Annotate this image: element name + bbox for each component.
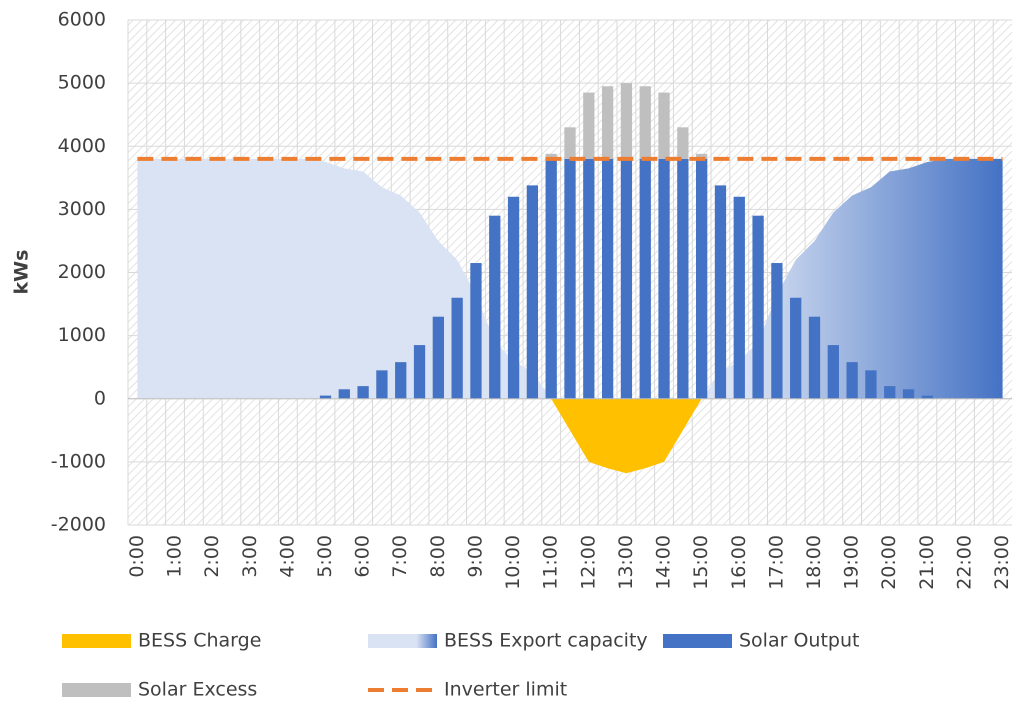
x-tick-label: 13:00	[615, 535, 637, 590]
bar	[338, 389, 350, 399]
bar	[357, 386, 369, 399]
y-tick-label: 3000	[58, 198, 106, 220]
bar	[639, 158, 651, 399]
x-tick-label: 18:00	[803, 535, 825, 590]
bar	[921, 395, 934, 399]
x-tick-label: 11:00	[540, 535, 562, 590]
legend-swatch	[368, 634, 437, 648]
y-axis-label: kWs	[11, 250, 33, 295]
x-tick-label: 0:00	[126, 535, 148, 578]
bar	[790, 297, 802, 399]
bar	[865, 370, 877, 399]
legend-swatch	[62, 683, 131, 697]
area	[137, 158, 1003, 399]
bar	[489, 215, 501, 399]
bar	[564, 158, 576, 399]
bar	[827, 345, 839, 399]
x-tick-label: 5:00	[314, 535, 336, 578]
x-tick-label: 2:00	[201, 535, 223, 578]
x-tick-label: 21:00	[916, 535, 938, 590]
bar	[601, 158, 614, 399]
x-tick-label: 22:00	[953, 535, 975, 590]
x-tick-label: 1:00	[164, 535, 186, 578]
legend-swatch	[663, 634, 732, 648]
bar	[432, 316, 444, 399]
x-tick-label: 6:00	[352, 535, 374, 578]
bar	[677, 127, 689, 159]
x-tick-label: 10:00	[502, 535, 524, 590]
bar	[395, 362, 407, 399]
legend-label: Solar Excess	[138, 679, 257, 701]
bar	[620, 158, 633, 399]
x-tick-label: 9:00	[464, 535, 486, 578]
x-tick-label: 16:00	[728, 535, 750, 590]
bar	[507, 196, 520, 399]
y-tick-label: -2000	[51, 514, 106, 536]
bar	[545, 153, 557, 159]
bar	[714, 185, 727, 399]
bar	[884, 386, 896, 399]
bar	[583, 158, 595, 399]
bar	[413, 345, 426, 399]
legend-swatch	[62, 634, 131, 648]
x-tick-label: 3:00	[239, 535, 261, 578]
x-tick-label: 4:00	[276, 535, 298, 578]
bar	[771, 263, 783, 399]
y-tick-label: 1000	[58, 324, 106, 346]
bar	[601, 86, 614, 159]
legend-label: Solar Output	[739, 630, 859, 652]
bar	[846, 362, 858, 399]
y-tick-label: -1000	[51, 450, 106, 472]
legend-label: BESS Charge	[138, 630, 261, 652]
x-tick-label: 7:00	[389, 535, 411, 578]
x-tick-label: 8:00	[427, 535, 449, 578]
bar	[620, 83, 633, 159]
legend-label: Inverter limit	[444, 679, 567, 701]
bar	[696, 158, 708, 399]
bar	[545, 158, 557, 399]
bar	[376, 370, 388, 399]
x-tick-label: 19:00	[841, 535, 863, 590]
x-tick-label: 20:00	[878, 535, 900, 590]
y-tick-label: 6000	[58, 9, 106, 31]
bar	[319, 395, 332, 399]
y-tick-label: 4000	[58, 135, 106, 157]
x-tick-label: 14:00	[653, 535, 675, 590]
bar	[658, 158, 670, 399]
bar	[658, 92, 670, 159]
x-tick-label: 12:00	[577, 535, 599, 590]
y-tick-label: 0	[94, 387, 106, 409]
bar	[902, 389, 915, 399]
x-tick-label: 17:00	[765, 535, 787, 590]
bar	[696, 153, 708, 159]
x-tick-label: 23:00	[991, 535, 1013, 590]
bar	[808, 316, 821, 399]
area	[551, 398, 702, 474]
bar	[639, 86, 651, 159]
bar	[733, 196, 745, 399]
y-tick-label: 2000	[58, 261, 106, 283]
bar	[564, 127, 576, 159]
x-tick-label: 15:00	[690, 535, 712, 590]
bar	[583, 92, 595, 159]
bar	[677, 158, 689, 399]
bar	[451, 297, 463, 399]
bar	[526, 185, 539, 399]
y-tick-label: 5000	[58, 72, 106, 94]
bar	[752, 215, 764, 399]
bar	[470, 263, 482, 399]
legend-label: BESS Export capacity	[444, 630, 648, 652]
